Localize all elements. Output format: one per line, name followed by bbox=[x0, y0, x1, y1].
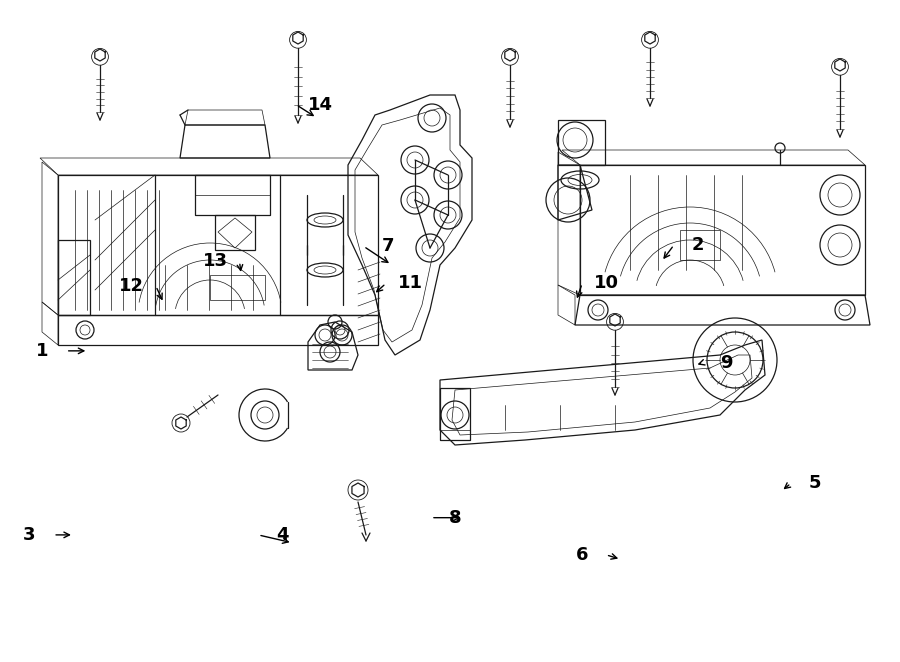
Text: 10: 10 bbox=[594, 274, 618, 293]
Text: 8: 8 bbox=[449, 508, 462, 527]
Text: 3: 3 bbox=[23, 526, 35, 544]
Text: 13: 13 bbox=[203, 252, 228, 271]
Text: 4: 4 bbox=[276, 526, 289, 544]
Text: 12: 12 bbox=[120, 277, 144, 295]
Text: 7: 7 bbox=[382, 237, 394, 256]
Text: 1: 1 bbox=[36, 342, 48, 360]
Text: 6: 6 bbox=[576, 545, 588, 564]
Text: 2: 2 bbox=[692, 236, 704, 254]
Text: 5: 5 bbox=[809, 474, 821, 493]
Text: 11: 11 bbox=[398, 274, 422, 293]
Text: 14: 14 bbox=[308, 95, 332, 114]
Text: 9: 9 bbox=[721, 354, 734, 372]
